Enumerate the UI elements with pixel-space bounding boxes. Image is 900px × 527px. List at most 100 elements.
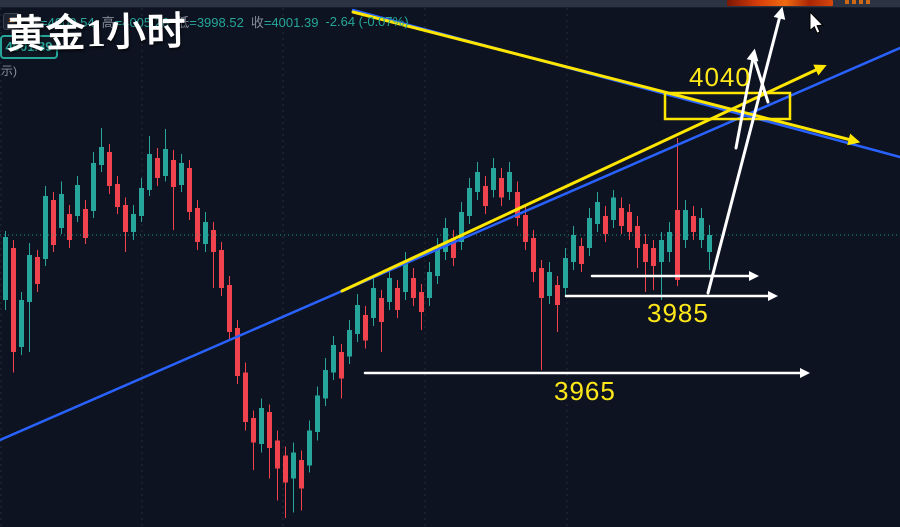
candle-body (523, 214, 528, 243)
candle-body (339, 352, 344, 379)
candle-body (371, 288, 376, 318)
chart-title-overlay: 黄金1小时 (5, 10, 188, 57)
cutoff-text-fragment (845, 0, 873, 4)
candle-body (363, 314, 368, 341)
candle-body (235, 328, 240, 377)
candle-body (123, 204, 128, 232)
candle-body (651, 247, 656, 266)
candle-body (59, 194, 64, 228)
candle-body (35, 256, 40, 285)
candle-body (331, 345, 336, 373)
candle-body (563, 258, 568, 289)
candle-body (259, 408, 264, 445)
candle-body (595, 201, 600, 224)
candle-body (75, 185, 80, 216)
candle-body (515, 191, 520, 218)
candle-body (499, 178, 504, 198)
candle-body (459, 211, 464, 243)
candle-body (67, 214, 72, 241)
candle-body (707, 234, 712, 253)
candle-body (187, 167, 192, 212)
candle-body (355, 304, 360, 334)
candle-body (227, 285, 232, 333)
grid-layer (0, 8, 568, 527)
candle-body (267, 412, 272, 449)
candle-body (403, 262, 408, 292)
drawings-layer (0, 6, 900, 442)
candle-body (299, 460, 304, 489)
candle-body (395, 288, 400, 311)
candle-body (691, 215, 696, 232)
candle-body (435, 247, 440, 276)
candle-body (427, 272, 432, 299)
candle-body (555, 285, 560, 305)
candle-body (275, 440, 280, 469)
candle-body (131, 214, 136, 232)
candle-body (107, 151, 112, 186)
candle-body (571, 234, 576, 263)
candle-body (387, 278, 392, 302)
projection-arrow-up[interactable] (706, 6, 786, 295)
candle-body (115, 183, 120, 208)
candle-body (19, 300, 24, 347)
price-badge: 4001.39 (0, 35, 58, 59)
candle-body (451, 237, 456, 259)
candle-body (347, 330, 352, 357)
candle-body (147, 153, 152, 190)
annotation-label-3965[interactable]: 3965 (554, 376, 616, 406)
candle-body (195, 207, 200, 243)
candle-body (491, 167, 496, 190)
candle-body (539, 268, 544, 299)
candle-body (323, 370, 328, 399)
candle-body (411, 278, 416, 299)
candle-body (51, 199, 56, 246)
candle-body (203, 221, 208, 244)
candle-body (379, 298, 384, 323)
trendline-up-blue[interactable] (0, 46, 900, 442)
annotation-label-4040[interactable]: 4040 (689, 62, 751, 92)
target-box-4040[interactable] (663, 91, 792, 121)
candle-body (619, 207, 624, 227)
candle-body (627, 211, 632, 232)
annotation-label-3985[interactable]: 3985 (647, 298, 709, 328)
candle-body (579, 246, 584, 264)
candle-body (467, 188, 472, 216)
candle-body (211, 230, 216, 253)
candle-body (547, 272, 552, 297)
candle-body (475, 172, 480, 192)
zigzag-up-stroke[interactable] (734, 48, 759, 150)
candle-body (99, 146, 104, 165)
candle-body (43, 195, 48, 260)
ohlc-close: 收=4001.39 (250, 15, 319, 30)
candle-body (11, 247, 16, 353)
ohlc-open: 开=4000.54 (27, 15, 95, 30)
candle-body (443, 227, 448, 253)
candle-body (83, 208, 88, 238)
candle-body (611, 197, 616, 221)
candle-body (675, 210, 680, 280)
candle-body (251, 418, 256, 443)
ohlc-high: 高=4005.20 (101, 15, 170, 30)
candle-body (419, 291, 424, 313)
ohlc-change: -2.64 (-0.07%) (325, 14, 409, 29)
candle-body (291, 452, 296, 479)
candle-body (27, 255, 32, 302)
mouse-cursor (809, 10, 824, 34)
candle-body (307, 430, 312, 466)
arrow-up-yellow[interactable] (340, 64, 827, 293)
candle-body (163, 148, 168, 176)
cutoff-banner-image (727, 0, 833, 6)
candle-body (603, 215, 608, 234)
candle-body (659, 240, 664, 263)
zigzag-down-stroke[interactable] (751, 53, 770, 104)
candle-body (91, 162, 96, 212)
ohlc-readout: ≈ 开=4000.54 高=4005.20 低=3998.52 收=4001.3… (3, 12, 409, 31)
candle-body (315, 395, 320, 433)
candle-body (219, 249, 224, 289)
candle-body (667, 231, 672, 253)
candle-body (283, 455, 288, 483)
candle-body (3, 236, 8, 301)
candles-layer (3, 127, 712, 519)
